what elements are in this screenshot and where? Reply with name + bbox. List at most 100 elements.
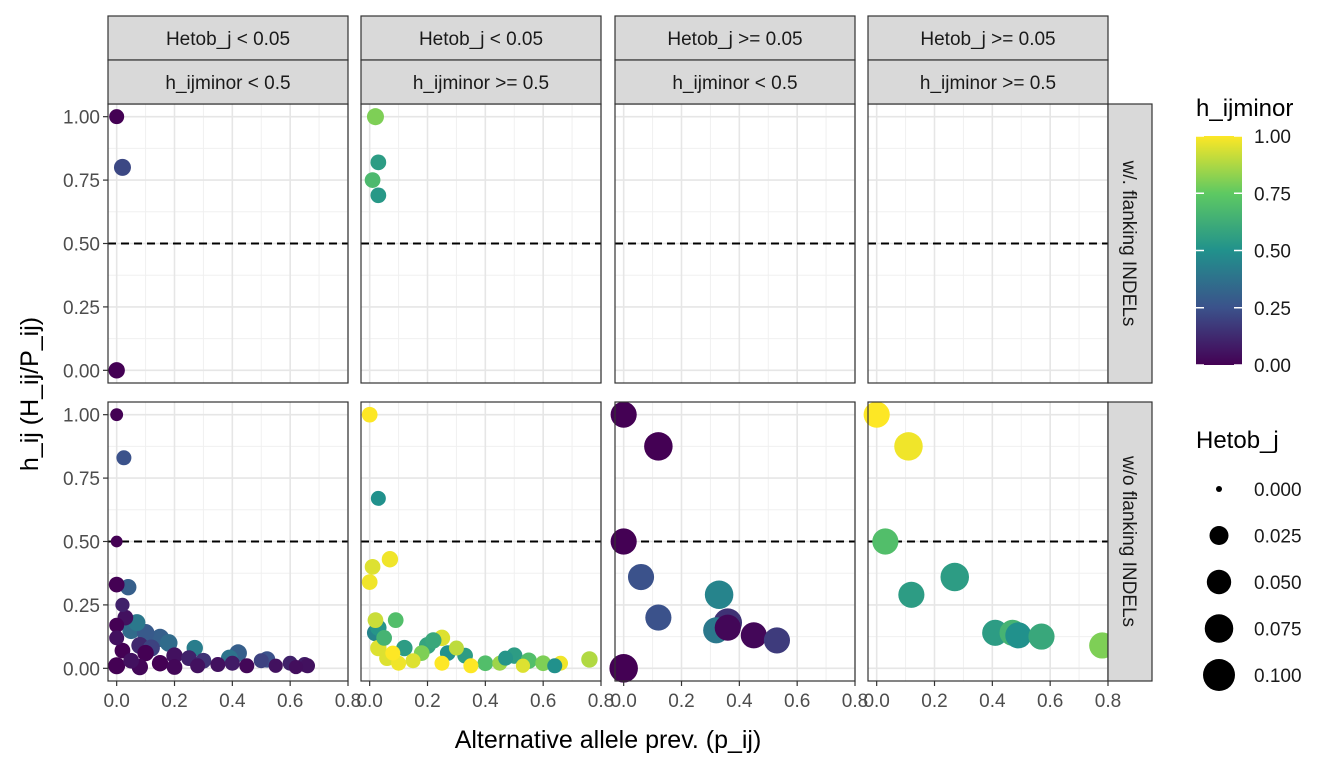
data-point	[115, 597, 130, 613]
size-legend-label: 0.025	[1254, 527, 1302, 548]
data-point	[863, 401, 890, 428]
panels-layer	[107, 103, 1116, 683]
strip-top-label: Hetob_j < 0.05	[166, 29, 290, 50]
data-point	[740, 622, 767, 649]
data-point	[581, 651, 598, 668]
data-point	[110, 535, 123, 548]
axes-layer: 0.00 0.25 0.50 0.75 1.00 0.00 0.25 0.50 0.75 1.00…	[63, 108, 1121, 712]
strip-bottom-box	[614, 59, 856, 105]
panel-r0-c1	[360, 103, 602, 384]
data-point	[1028, 623, 1055, 650]
data-point	[367, 612, 384, 628]
y-tick-label: 0.75	[63, 469, 100, 490]
size-legend-key	[1203, 659, 1235, 691]
data-point	[361, 574, 378, 590]
data-point	[166, 647, 183, 664]
size-legend-key	[1204, 614, 1234, 643]
data-point	[116, 450, 132, 466]
data-point	[159, 634, 178, 652]
data-point	[364, 172, 381, 188]
strip-bottom-label: h_ijminor < 0.5	[165, 73, 290, 94]
data-point	[370, 490, 386, 506]
data-point	[872, 528, 899, 555]
panel-r1-c3	[863, 401, 1116, 682]
x-tick-label: 0.8	[842, 691, 868, 712]
data-point	[396, 639, 413, 657]
x-tick-label: 0.2	[921, 691, 947, 712]
data-point	[610, 401, 637, 428]
data-point	[268, 658, 283, 673]
data-point	[894, 432, 923, 461]
data-point	[166, 659, 183, 675]
y-tick-label: 0.75	[63, 171, 100, 192]
color-legend-label: 1.00	[1254, 127, 1291, 148]
strip-top-box	[614, 15, 856, 61]
x-tick-label: 0.0	[610, 691, 636, 712]
data-point	[609, 654, 638, 683]
data-point	[405, 653, 421, 669]
strip-bottom-box	[867, 59, 1109, 105]
x-tick-label: 0.0	[863, 691, 889, 712]
data-point	[448, 640, 464, 656]
data-point	[137, 644, 154, 662]
data-point	[704, 580, 734, 610]
data-point	[109, 630, 125, 646]
x-tick-label: 0.8	[335, 691, 361, 712]
data-point	[113, 158, 131, 176]
column-strip-0: Hetob_j < 0.05 h_ijminor < 0.5	[107, 15, 349, 105]
x-tick-label: 0.2	[414, 691, 440, 712]
size-legend-label: 0.000	[1254, 480, 1302, 501]
data-point	[108, 576, 125, 593]
data-point	[110, 408, 124, 422]
data-point	[300, 658, 316, 674]
size-legend-label: 0.100	[1254, 666, 1302, 687]
legend-layer: h_ijminor 1.00 0.75 0.50 0.25 0.00 Hetob_j 0.00…	[1196, 95, 1302, 691]
data-point	[108, 362, 125, 379]
data-point	[940, 562, 970, 592]
data-point	[627, 563, 655, 591]
strip-top-label: Hetob_j >= 0.05	[667, 29, 802, 50]
x-tick-label: 0.6	[1037, 691, 1063, 712]
panel-r0-c2	[614, 103, 856, 384]
column-strip-1: Hetob_j < 0.05 h_ijminor >= 0.5	[360, 15, 602, 105]
data-point	[224, 655, 240, 671]
data-point	[434, 655, 450, 671]
row-strip-label: w/. flanking INDELs	[1118, 160, 1139, 327]
data-point	[381, 551, 399, 568]
data-point	[288, 659, 304, 675]
y-tick-label: 0.25	[63, 596, 100, 617]
x-tick-label: 0.4	[979, 691, 1006, 712]
data-point	[109, 109, 125, 125]
row-strip-box	[1107, 103, 1153, 384]
strip-top-label: Hetob_j < 0.05	[419, 29, 543, 50]
row-strip-label: w/o flanking INDELs	[1118, 455, 1139, 627]
data-point	[535, 655, 552, 672]
data-point	[425, 632, 442, 649]
size-legend-label: 0.075	[1254, 620, 1302, 641]
data-point	[123, 652, 139, 669]
y-tick-label: 0.00	[63, 361, 100, 382]
data-point	[376, 630, 392, 646]
panel-r1-c1	[360, 401, 602, 682]
data-point	[108, 657, 126, 675]
x-tick-label: 0.8	[1095, 691, 1121, 712]
data-point	[151, 655, 169, 672]
panel-r1-c2	[609, 401, 856, 683]
data-point	[190, 658, 206, 674]
panel-border	[614, 401, 856, 682]
y-axis-title: h_ij (H_ij/P_ij)	[16, 317, 44, 471]
size-legend-label: 0.050	[1254, 573, 1302, 594]
data-point	[547, 658, 563, 674]
strip-top-box	[107, 15, 349, 61]
data-point	[210, 657, 226, 673]
y-tick-label: 0.50	[63, 533, 100, 554]
panel-r1-c0	[107, 401, 349, 682]
data-point	[366, 108, 384, 126]
x-tick-label: 0.6	[784, 691, 810, 712]
panel-r0-c0	[107, 103, 349, 384]
row-strip-1: w/o flanking INDELs	[1107, 401, 1153, 682]
strip-bottom-label: h_ijminor < 0.5	[672, 73, 797, 94]
strip-bottom-label: h_ijminor >= 0.5	[920, 73, 1056, 94]
